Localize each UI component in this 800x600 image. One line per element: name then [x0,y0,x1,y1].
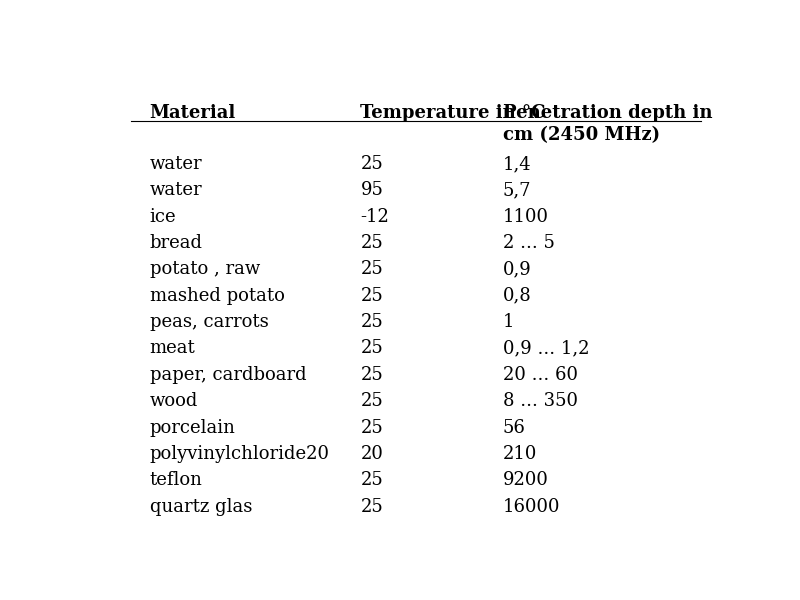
Text: 25: 25 [360,287,383,305]
Text: Temperature in °C: Temperature in °C [360,104,546,122]
Text: water: water [150,155,202,173]
Text: bread: bread [150,234,202,252]
Text: 25: 25 [360,234,383,252]
Text: polyvinylchloride20: polyvinylchloride20 [150,445,330,463]
Text: 25: 25 [360,471,383,489]
Text: 20 ... 60: 20 ... 60 [503,366,578,384]
Text: 95: 95 [360,181,383,199]
Text: 8 ... 350: 8 ... 350 [503,392,578,410]
Text: water: water [150,181,202,199]
Text: wood: wood [150,392,198,410]
Text: 25: 25 [360,392,383,410]
Text: 0,9 ... 1,2: 0,9 ... 1,2 [503,340,590,358]
Text: 0,9: 0,9 [503,260,532,278]
Text: 210: 210 [503,445,538,463]
Text: 1100: 1100 [503,208,549,226]
Text: 16000: 16000 [503,497,561,515]
Text: Penetration depth in
cm (2450 MHz): Penetration depth in cm (2450 MHz) [503,104,713,145]
Text: ice: ice [150,208,176,226]
Text: 25: 25 [360,260,383,278]
Text: 9200: 9200 [503,471,549,489]
Text: porcelain: porcelain [150,419,235,437]
Text: potato , raw: potato , raw [150,260,260,278]
Text: peas, carrots: peas, carrots [150,313,268,331]
Text: mashed potato: mashed potato [150,287,285,305]
Text: Material: Material [150,104,236,122]
Text: 1,4: 1,4 [503,155,532,173]
Text: 25: 25 [360,497,383,515]
Text: 2 ... 5: 2 ... 5 [503,234,555,252]
Text: 25: 25 [360,313,383,331]
Text: paper, cardboard: paper, cardboard [150,366,306,384]
Text: meat: meat [150,340,195,358]
Text: 25: 25 [360,155,383,173]
Text: -12: -12 [360,208,390,226]
Text: 0,8: 0,8 [503,287,532,305]
Text: teflon: teflon [150,471,202,489]
Text: 5,7: 5,7 [503,181,531,199]
Text: 25: 25 [360,340,383,358]
Text: 20: 20 [360,445,383,463]
Text: quartz glas: quartz glas [150,497,252,515]
Text: 25: 25 [360,366,383,384]
Text: 1: 1 [503,313,514,331]
Text: 56: 56 [503,419,526,437]
Text: 25: 25 [360,419,383,437]
